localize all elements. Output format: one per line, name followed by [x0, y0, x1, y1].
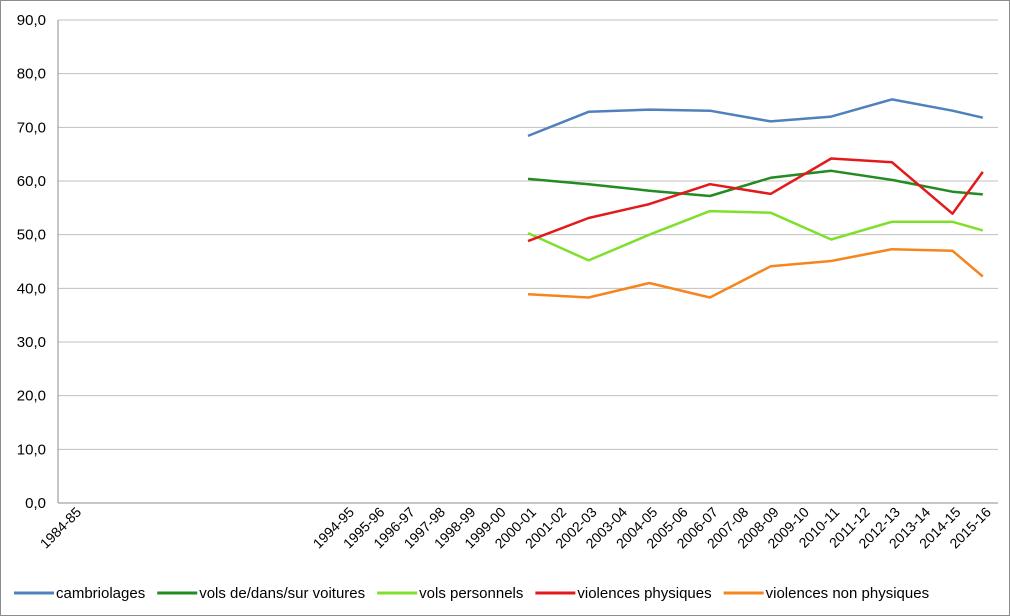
- legend-label: violences non physiques: [766, 585, 929, 602]
- gridlines: [58, 19, 998, 450]
- series-line: [527, 169, 983, 198]
- series-line: [527, 98, 984, 138]
- series-line: [527, 157, 984, 243]
- y-tick-label: 70,0: [17, 119, 46, 136]
- legend-label: vols de/dans/sur voitures: [199, 585, 365, 602]
- legend-item: vols personnels: [377, 585, 523, 602]
- legend-label: vols personnels: [419, 585, 523, 602]
- legend-item: violences physiques: [535, 585, 712, 602]
- legend-label: violences physiques: [577, 585, 711, 602]
- y-tick-label: 50,0: [17, 227, 46, 244]
- x-axis: 1984-85 1994-951995-961996-971997-981998-…: [37, 504, 994, 552]
- y-tick-label: 30,0: [17, 334, 46, 351]
- series-lines: [527, 98, 984, 299]
- legend-item: cambriolages: [14, 585, 145, 602]
- legend: cambriolages vols de/dans/sur voitures vol…: [14, 585, 929, 602]
- legend-item: violences non physiques: [723, 585, 929, 602]
- legend-label: cambriolages: [56, 585, 145, 602]
- y-tick-label: 0,0: [25, 495, 46, 512]
- y-tick-label: 90,0: [17, 12, 46, 29]
- legend-item: vols de/dans/sur voitures: [157, 585, 365, 602]
- y-tick-label: 20,0: [17, 388, 46, 405]
- y-tick-label: 80,0: [17, 66, 46, 83]
- series-line: [527, 209, 984, 262]
- y-axis: 0,0 10,0 20,0 30,0 40,0 50,0 60,0 70,0 80,0 90,0: [17, 12, 998, 512]
- series-line: [527, 247, 984, 299]
- y-tick-label: 60,0: [17, 173, 46, 190]
- y-tick-label: 40,0: [17, 280, 46, 297]
- y-tick-label: 10,0: [17, 441, 46, 458]
